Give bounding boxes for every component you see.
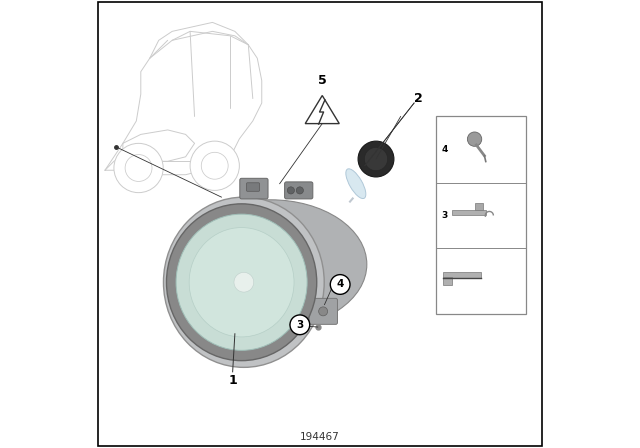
Ellipse shape xyxy=(163,197,324,367)
Ellipse shape xyxy=(176,214,307,350)
Circle shape xyxy=(364,147,388,171)
Bar xyxy=(452,210,486,215)
Bar xyxy=(443,272,481,278)
Text: 1: 1 xyxy=(228,374,237,388)
Text: 5: 5 xyxy=(318,74,326,87)
Circle shape xyxy=(287,187,294,194)
FancyBboxPatch shape xyxy=(240,178,268,199)
Circle shape xyxy=(234,272,253,292)
Circle shape xyxy=(296,187,303,194)
Text: 4: 4 xyxy=(442,145,448,154)
Ellipse shape xyxy=(189,228,294,337)
FancyBboxPatch shape xyxy=(309,298,337,324)
Circle shape xyxy=(125,155,152,181)
Text: 4: 4 xyxy=(337,280,344,289)
Ellipse shape xyxy=(346,169,366,198)
Circle shape xyxy=(202,152,228,179)
Circle shape xyxy=(467,132,482,146)
Circle shape xyxy=(319,307,328,316)
Circle shape xyxy=(190,141,239,190)
Polygon shape xyxy=(305,95,339,124)
Bar xyxy=(436,116,526,314)
FancyBboxPatch shape xyxy=(285,182,313,199)
Text: 2: 2 xyxy=(414,92,423,105)
Circle shape xyxy=(211,272,220,281)
Bar xyxy=(475,203,483,210)
Circle shape xyxy=(330,275,350,294)
Bar xyxy=(443,277,452,285)
Ellipse shape xyxy=(175,200,367,329)
FancyBboxPatch shape xyxy=(246,183,260,191)
Circle shape xyxy=(358,141,394,177)
FancyBboxPatch shape xyxy=(204,263,228,291)
Circle shape xyxy=(114,143,163,193)
Text: 3: 3 xyxy=(442,211,447,220)
Circle shape xyxy=(290,315,310,335)
Text: 3: 3 xyxy=(296,320,303,330)
Text: 194467: 194467 xyxy=(300,432,340,442)
Ellipse shape xyxy=(166,204,317,361)
